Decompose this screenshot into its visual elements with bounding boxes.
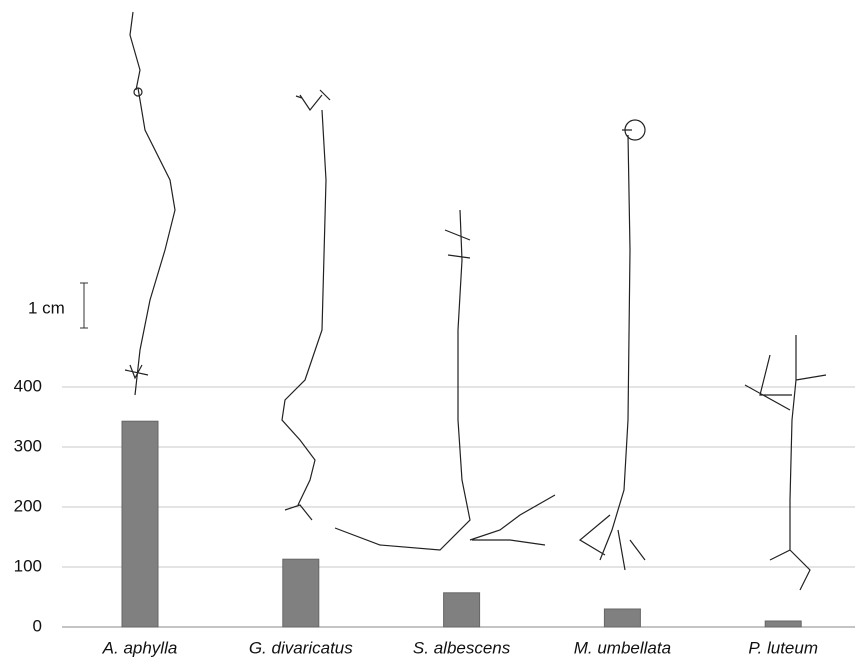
x-tick-label: A. aphylla [102,638,178,657]
bar [282,558,320,628]
plant-drawing [744,335,827,591]
plant-drawing [578,129,646,571]
plant-drawing [281,89,331,521]
plant-drawing [133,87,143,97]
x-tick-label: P. luteum [748,638,818,657]
bar [603,608,641,628]
x-tick-label: G. divaricatus [249,638,353,657]
scale-label: 1 cm [28,298,65,317]
plant-drawing [624,119,646,141]
y-tick-label: 0 [33,616,42,635]
plant-drawing [124,11,176,396]
x-tick-label: S. albescens [413,638,511,657]
y-tick-label: 400 [14,376,42,395]
x-tick-label: M. umbellata [574,638,671,657]
y-tick-label: 200 [14,496,42,515]
bar [443,592,481,628]
y-tick-label: 100 [14,556,42,575]
bar [121,420,159,628]
plant-drawing [334,209,556,551]
bar [764,620,802,628]
y-tick-label: 300 [14,436,42,455]
plant-illustrations [124,11,827,591]
